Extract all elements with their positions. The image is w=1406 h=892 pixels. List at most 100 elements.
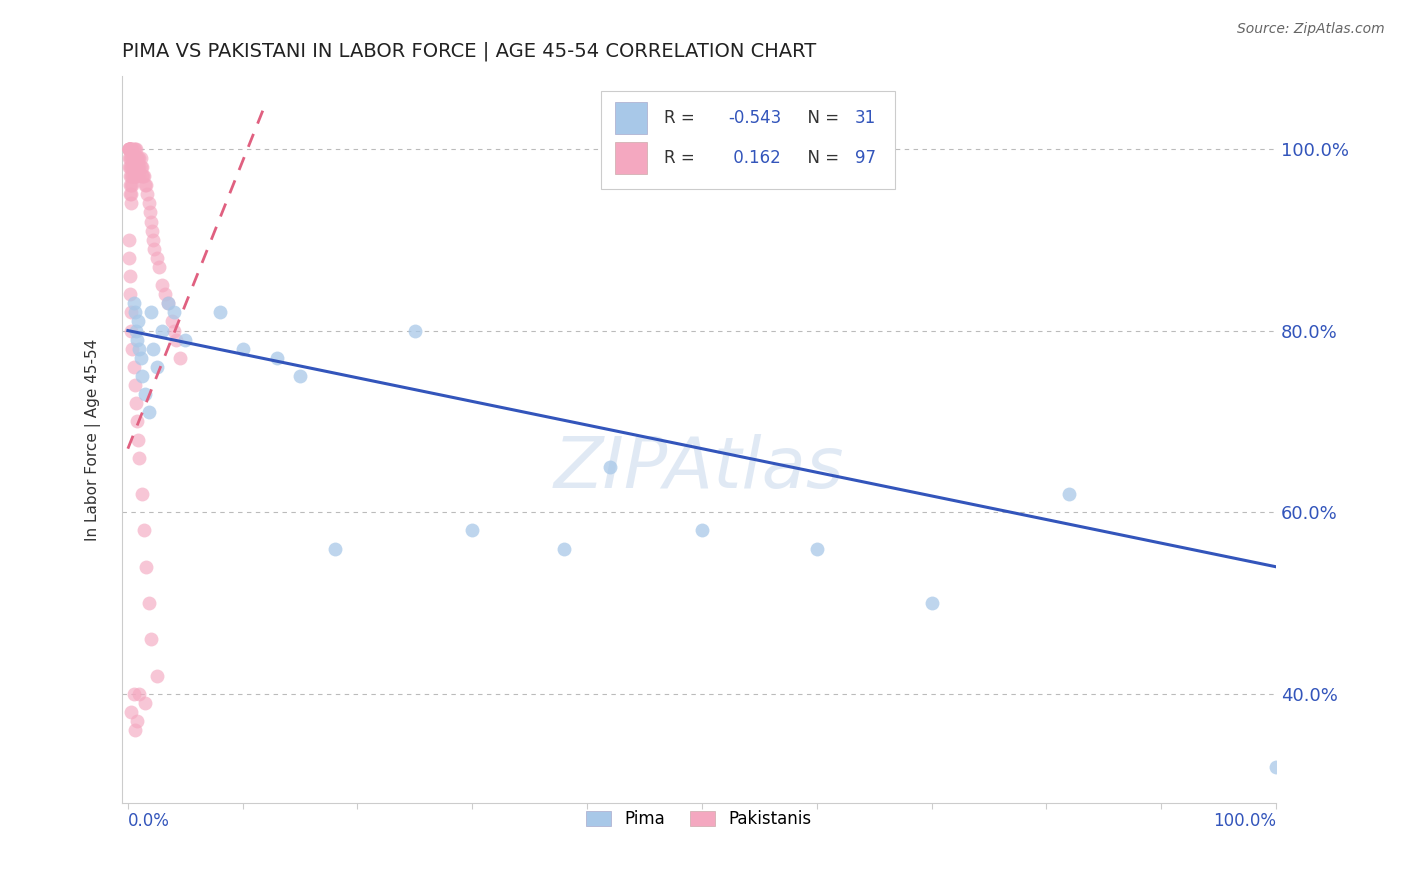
Point	[120, 169, 142, 183]
Point	[125, 160, 148, 174]
Point	[138, 405, 160, 419]
Point	[122, 687, 145, 701]
Point	[120, 705, 142, 719]
Y-axis label: In Labor Force | Age 45-54: In Labor Force | Age 45-54	[86, 338, 101, 541]
Point	[129, 351, 152, 365]
Point	[124, 160, 146, 174]
Point	[134, 178, 156, 193]
Point	[165, 333, 187, 347]
Point	[1265, 759, 1288, 773]
Point	[128, 169, 150, 183]
Point	[127, 160, 149, 174]
Point	[120, 142, 142, 156]
Point	[138, 196, 160, 211]
Bar	[614, 102, 647, 135]
Point	[120, 160, 142, 174]
Point	[138, 205, 160, 219]
Text: N =: N =	[797, 149, 845, 167]
Point	[118, 160, 141, 174]
Text: ZIPAtlas: ZIPAtlas	[554, 434, 844, 503]
Point	[150, 324, 173, 338]
Point	[124, 169, 146, 183]
Point	[120, 151, 142, 165]
Point	[120, 287, 142, 301]
Point	[163, 305, 186, 319]
Point	[404, 324, 426, 338]
Point	[120, 187, 142, 202]
Point	[120, 196, 142, 211]
Point	[145, 251, 167, 265]
Point	[122, 296, 145, 310]
Point	[135, 178, 157, 193]
Point	[127, 151, 149, 165]
Point	[118, 142, 141, 156]
Point	[134, 696, 156, 710]
Point	[125, 142, 148, 156]
Point	[120, 142, 142, 156]
Point	[129, 160, 152, 174]
Point	[134, 387, 156, 401]
Point	[125, 151, 148, 165]
Point	[125, 160, 148, 174]
Text: 31: 31	[855, 109, 876, 127]
Point	[208, 305, 231, 319]
Point	[122, 142, 145, 156]
Text: 100.0%: 100.0%	[1213, 812, 1277, 830]
Point	[266, 351, 288, 365]
Point	[125, 151, 148, 165]
Point	[120, 142, 142, 156]
Point	[143, 242, 166, 256]
Bar	[614, 142, 647, 174]
Point	[120, 187, 142, 202]
Point	[121, 142, 143, 156]
Point	[120, 142, 142, 156]
Point	[150, 278, 173, 293]
Point	[120, 305, 142, 319]
Point	[122, 169, 145, 183]
Point	[1059, 487, 1081, 501]
Point	[145, 669, 167, 683]
Point	[599, 459, 621, 474]
Point	[145, 359, 167, 374]
Point	[131, 160, 153, 174]
Point	[157, 296, 180, 310]
Point	[461, 524, 484, 538]
Point	[124, 151, 146, 165]
Point	[125, 169, 148, 183]
Point	[120, 160, 142, 174]
Point	[128, 160, 150, 174]
Point	[118, 142, 141, 156]
Text: PIMA VS PAKISTANI IN LABOR FORCE | AGE 45-54 CORRELATION CHART: PIMA VS PAKISTANI IN LABOR FORCE | AGE 4…	[122, 42, 817, 62]
Point	[120, 142, 142, 156]
Point	[118, 142, 141, 156]
Point	[132, 169, 155, 183]
Point	[127, 314, 149, 328]
Text: 0.0%: 0.0%	[128, 812, 170, 830]
Point	[142, 342, 165, 356]
Point	[118, 142, 141, 156]
Point	[128, 450, 150, 465]
Point	[124, 142, 146, 156]
Point	[125, 414, 148, 428]
Point	[125, 324, 148, 338]
Point	[153, 287, 176, 301]
Point	[139, 632, 162, 647]
Point	[132, 169, 155, 183]
Point	[124, 305, 146, 319]
Point	[553, 541, 575, 556]
Point	[160, 314, 183, 328]
Point	[139, 305, 162, 319]
Point	[121, 342, 143, 356]
Point	[132, 524, 155, 538]
Point	[157, 296, 180, 310]
Point	[169, 351, 191, 365]
Point	[122, 359, 145, 374]
Text: 0.162: 0.162	[728, 149, 780, 167]
Point	[121, 169, 143, 183]
Point	[139, 214, 162, 228]
Point	[124, 723, 146, 738]
Point	[125, 333, 148, 347]
Text: R =: R =	[665, 109, 700, 127]
Point	[142, 233, 165, 247]
Point	[118, 251, 141, 265]
